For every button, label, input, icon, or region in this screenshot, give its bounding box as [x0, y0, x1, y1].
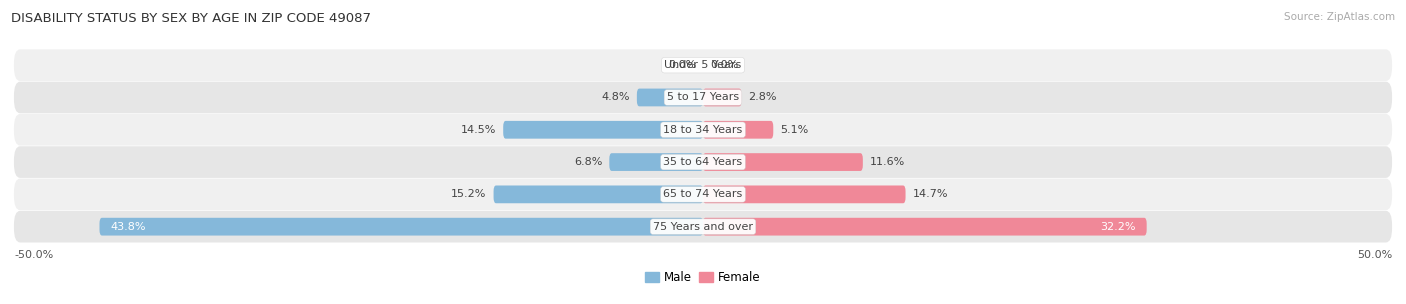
FancyBboxPatch shape	[637, 88, 703, 106]
Text: 14.7%: 14.7%	[912, 189, 948, 199]
Text: 35 to 64 Years: 35 to 64 Years	[664, 157, 742, 167]
Text: 0.0%: 0.0%	[668, 60, 696, 70]
Text: 18 to 34 Years: 18 to 34 Years	[664, 125, 742, 135]
Text: 6.8%: 6.8%	[574, 157, 602, 167]
Text: 14.5%: 14.5%	[461, 125, 496, 135]
Text: 2.8%: 2.8%	[748, 92, 778, 102]
FancyBboxPatch shape	[703, 185, 905, 203]
FancyBboxPatch shape	[609, 153, 703, 171]
Text: 4.8%: 4.8%	[602, 92, 630, 102]
FancyBboxPatch shape	[14, 114, 1392, 146]
FancyBboxPatch shape	[14, 146, 1392, 178]
Text: 65 to 74 Years: 65 to 74 Years	[664, 189, 742, 199]
Text: 5.1%: 5.1%	[780, 125, 808, 135]
Text: 50.0%: 50.0%	[1357, 250, 1392, 260]
FancyBboxPatch shape	[14, 49, 1392, 81]
Text: 32.2%: 32.2%	[1099, 222, 1136, 232]
FancyBboxPatch shape	[503, 121, 703, 139]
Text: 75 Years and over: 75 Years and over	[652, 222, 754, 232]
Text: DISABILITY STATUS BY SEX BY AGE IN ZIP CODE 49087: DISABILITY STATUS BY SEX BY AGE IN ZIP C…	[11, 12, 371, 25]
Legend: Male, Female: Male, Female	[641, 266, 765, 289]
Text: -50.0%: -50.0%	[14, 250, 53, 260]
FancyBboxPatch shape	[100, 218, 703, 236]
FancyBboxPatch shape	[14, 211, 1392, 243]
Text: 43.8%: 43.8%	[111, 222, 146, 232]
FancyBboxPatch shape	[703, 88, 741, 106]
FancyBboxPatch shape	[703, 218, 1147, 236]
FancyBboxPatch shape	[703, 121, 773, 139]
Text: 5 to 17 Years: 5 to 17 Years	[666, 92, 740, 102]
Text: 15.2%: 15.2%	[451, 189, 486, 199]
FancyBboxPatch shape	[14, 178, 1392, 210]
Text: 0.0%: 0.0%	[710, 60, 738, 70]
FancyBboxPatch shape	[494, 185, 703, 203]
Text: Under 5 Years: Under 5 Years	[665, 60, 741, 70]
FancyBboxPatch shape	[14, 82, 1392, 113]
Text: Source: ZipAtlas.com: Source: ZipAtlas.com	[1284, 12, 1395, 22]
Text: 11.6%: 11.6%	[870, 157, 905, 167]
FancyBboxPatch shape	[703, 153, 863, 171]
